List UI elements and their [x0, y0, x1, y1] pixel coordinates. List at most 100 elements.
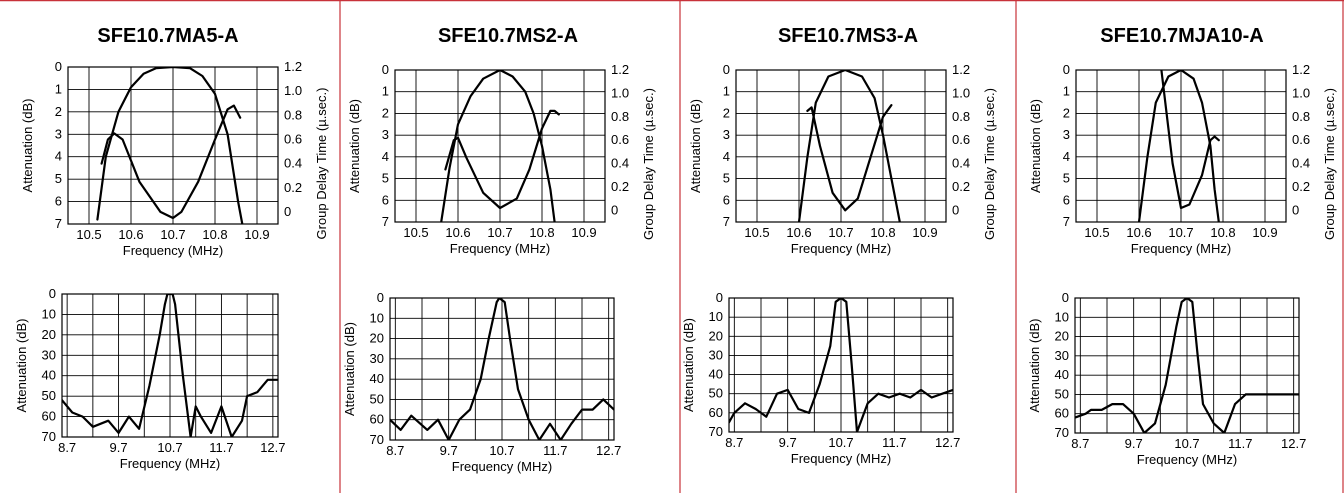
x-axis-label: Frequency (MHz) [791, 451, 891, 466]
attenuation-curve [440, 70, 556, 222]
y2-tick-label: 0 [952, 202, 959, 217]
y-tick-label: 10 [1055, 309, 1069, 324]
y-tick-label: 4 [55, 149, 62, 164]
panel-title: SFE10.7MS2-A [438, 25, 578, 47]
y-tick-label: 5 [1063, 171, 1070, 186]
y-axis-label: Attenuation (dB) [688, 99, 703, 193]
y-tick-label: 40 [370, 371, 384, 386]
y2-axis-label: Group Delay Time (µ.sec.) [982, 88, 997, 240]
y-tick-label: 1 [55, 81, 62, 96]
x-tick-label: 10.7 [1174, 436, 1199, 451]
y-axis-label: Attenuation (dB) [681, 318, 696, 412]
y-axis-label: Attenuation (dB) [1027, 319, 1042, 413]
attenuation-curve [1075, 298, 1299, 433]
y-tick-label: 0 [723, 62, 730, 77]
x-tick-label: 10.7 [160, 227, 185, 242]
y-tick-label: 60 [709, 405, 723, 420]
attenuation-curve [729, 298, 953, 432]
y-tick-label: 6 [382, 192, 389, 207]
y-tick-label: 30 [709, 347, 723, 362]
attenuation-curve [96, 67, 244, 224]
x-axis-label: Frequency (MHz) [452, 459, 552, 474]
y2-tick-label: 0.4 [284, 156, 302, 171]
y-tick-label: 70 [1055, 425, 1069, 440]
x-tick-label: 9.7 [440, 443, 458, 458]
attenuation-curve [1137, 70, 1220, 222]
y-tick-label: 7 [55, 216, 62, 231]
y2-tick-label: 0.6 [284, 131, 302, 146]
y-tick-label: 7 [723, 214, 730, 229]
x-tick-label: 11.7 [543, 443, 567, 458]
group-delay-curve [1160, 70, 1220, 210]
x-tick-label: 10.8 [1210, 225, 1235, 240]
y-tick-label: 0 [1063, 62, 1070, 77]
x-tick-label: 10.6 [118, 227, 143, 242]
y-axis-label: Attenuation (dB) [14, 319, 29, 413]
x-tick-label: 8.7 [1071, 436, 1089, 451]
x-tick-label: 10.7 [828, 435, 853, 450]
x-tick-label: 12.7 [260, 440, 285, 455]
y-tick-label: 20 [1055, 329, 1069, 344]
plot-grid [390, 298, 614, 440]
y2-axis-label: Group Delay Time (µ.sec.) [1322, 88, 1337, 240]
y-tick-label: 0 [1062, 290, 1069, 305]
y-tick-label: 7 [382, 214, 389, 229]
y-tick-label: 4 [382, 149, 389, 164]
x-axis-label: Frequency (MHz) [791, 241, 891, 256]
x-tick-label: 10.5 [76, 227, 101, 242]
panel-4: SFE10.7MJA10-A 0 1 2 3 4 5 6 7 10.5 10.6 10.7 10.8 10… [1027, 25, 1337, 467]
y2-tick-label: 0.6 [952, 132, 970, 147]
y-tick-label: 30 [370, 351, 384, 366]
y-tick-label: 2 [723, 105, 730, 120]
y-tick-label: 3 [382, 127, 389, 142]
y-tick-label: 70 [709, 424, 723, 439]
y2-tick-label: 1.2 [952, 62, 970, 77]
y-tick-label: 0 [716, 290, 723, 305]
x-tick-label: 11.7 [209, 440, 233, 455]
panel-3: SFE10.7MS3-A 0 1 2 3 4 5 6 7 10.5 10.6 10.7 10.8 10.9… [681, 25, 997, 466]
y-tick-label: 30 [1055, 348, 1069, 363]
x-tick-label: 12.7 [935, 435, 960, 450]
y2-tick-label: 0 [284, 204, 291, 219]
x-tick-label: 11.7 [882, 435, 906, 450]
y-tick-label: 50 [1055, 386, 1069, 401]
y2-tick-label: 1.0 [611, 85, 629, 100]
x-tick-label: 11.7 [1228, 436, 1252, 451]
y-tick-label: 2 [55, 104, 62, 119]
x-axis-label: Frequency (MHz) [123, 243, 223, 258]
y2-tick-label: 0.2 [284, 180, 302, 195]
x-tick-label: 10.7 [489, 443, 514, 458]
y-tick-label: 3 [55, 126, 62, 141]
y-tick-label: 30 [42, 347, 56, 362]
plot-grid [1075, 298, 1299, 433]
x-tick-label: 10.5 [403, 225, 428, 240]
plot-frame [735, 69, 947, 223]
y-tick-label: 0 [55, 59, 62, 74]
y-tick-label: 5 [723, 171, 730, 186]
y-tick-label: 70 [370, 432, 384, 447]
y-tick-label: 7 [1063, 214, 1070, 229]
attenuation-curve [62, 294, 278, 437]
panel-1: SFE10.7MA5-A 0 1 2 3 4 5 6 7 10.5 10.6 10.7 10.8 10.9… [14, 25, 329, 471]
y2-tick-label: 0.4 [1292, 156, 1310, 171]
y-tick-label: 0 [382, 62, 389, 77]
y-tick-label: 4 [723, 149, 730, 164]
y-tick-label: 60 [1055, 406, 1069, 421]
group-delay-curve [100, 104, 242, 220]
y-tick-label: 4 [1063, 149, 1070, 164]
x-tick-label: 9.7 [1125, 436, 1143, 451]
y2-tick-label: 1.0 [952, 85, 970, 100]
panel-title: SFE10.7MA5-A [97, 25, 238, 47]
y2-tick-label: 0.2 [1292, 179, 1310, 194]
y-axis-label: Attenuation (dB) [347, 99, 362, 193]
y-tick-label: 50 [370, 391, 384, 406]
y-tick-label: 5 [55, 171, 62, 186]
x-tick-label: 10.9 [912, 225, 937, 240]
panel-title: SFE10.7MS3-A [778, 25, 918, 47]
plot-grid [1076, 70, 1286, 222]
plot-grid [395, 70, 605, 222]
x-tick-label: 10.9 [244, 227, 269, 242]
y-tick-label: 3 [723, 127, 730, 142]
y-axis-label: Attenuation (dB) [1028, 99, 1043, 193]
